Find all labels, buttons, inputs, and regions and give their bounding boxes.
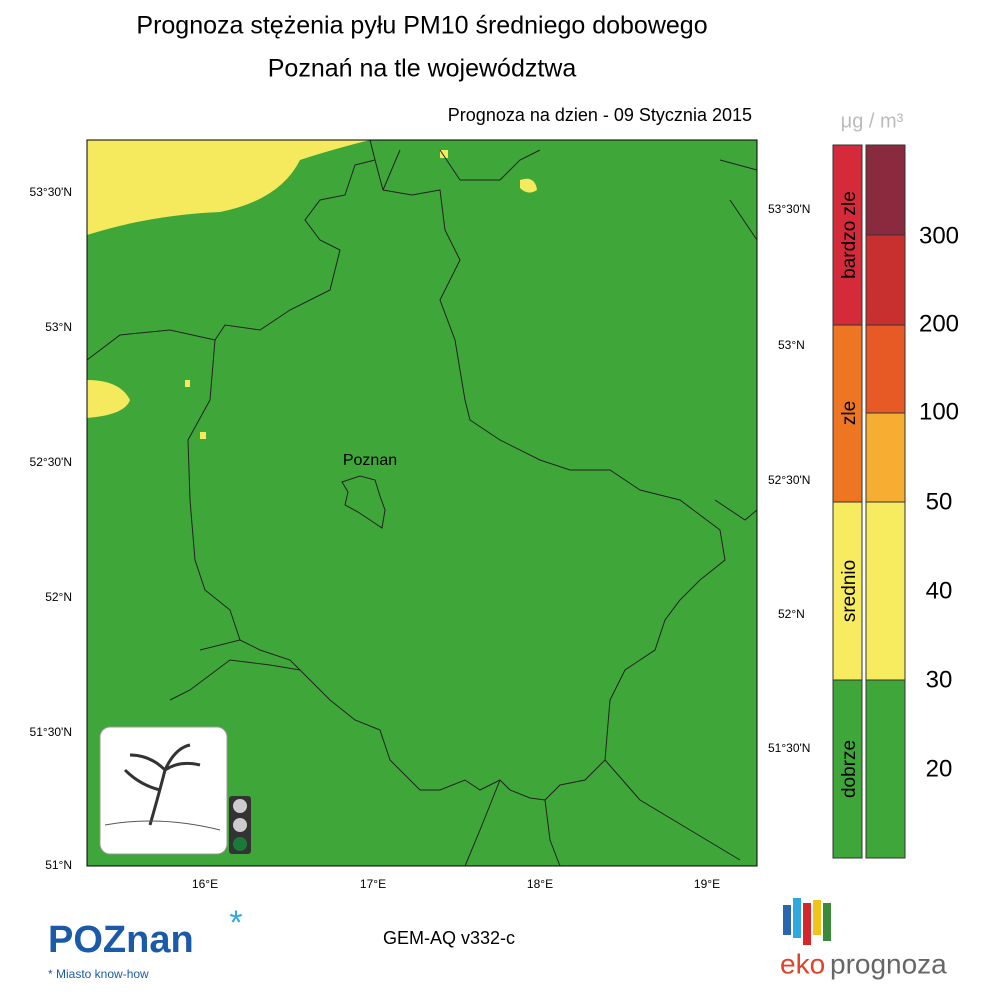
- scale-label: 100: [919, 398, 959, 425]
- lat-label: 52°30'N: [30, 455, 72, 469]
- lat-label: 53°30'N: [768, 202, 810, 216]
- light: [233, 837, 247, 851]
- forecast-date: Prognoza na dzien - 09 Stycznia 2015: [448, 105, 752, 125]
- lat-label: 52°30'N: [768, 473, 810, 487]
- lat-label: 53°N: [45, 320, 72, 334]
- lon-label: 18°E: [527, 877, 553, 891]
- lat-label: 51°N: [45, 858, 72, 872]
- unit-label: μg / m³: [841, 110, 904, 132]
- scale-band: [866, 235, 905, 325]
- subtitle: Poznań na tle województwa: [268, 55, 577, 83]
- scale-band: [866, 502, 905, 680]
- lat-label: 52°N: [778, 607, 805, 621]
- lon-label: 17°E: [360, 877, 386, 891]
- scale-label: 30: [926, 666, 953, 693]
- scale-label: 20: [926, 755, 953, 782]
- lat-labels-left: 53°30'N 53°N 52°30'N 52°N 51°30'N 51°N: [30, 185, 72, 872]
- lon-labels: 16°E 17°E 18°E 19°E: [192, 877, 720, 891]
- logo-right-bars: [783, 898, 831, 945]
- scale-band: [866, 325, 905, 413]
- lat-label: 51°30'N: [768, 741, 810, 755]
- scale-band: [866, 145, 905, 235]
- map-page: Prognoza stężenia pyłu PM10 średniego do…: [0, 0, 1000, 1000]
- scale-label: 300: [919, 222, 959, 249]
- scale-band: [866, 413, 905, 502]
- lat-label: 51°30'N: [30, 725, 72, 739]
- logo-right-prognoza: prognoza: [830, 948, 947, 979]
- lat-label: 53°N: [778, 338, 805, 352]
- logo-asterisk: *: [229, 904, 242, 942]
- category-label: zle: [839, 401, 860, 425]
- scale-label: 200: [919, 310, 959, 337]
- lat-label: 52°N: [45, 590, 72, 604]
- city-label: Poznan: [343, 452, 397, 469]
- lon-label: 19°E: [694, 877, 720, 891]
- title: Prognoza stężenia pyłu PM10 średniego do…: [136, 12, 707, 40]
- light: [233, 818, 247, 832]
- category-label: dobrze: [839, 740, 860, 798]
- light: [233, 799, 247, 813]
- page: Prognoza stężenia pyłu PM10 średniego do…: [0, 0, 1000, 1000]
- lat-label: 53°30'N: [30, 185, 72, 199]
- lat-labels-right: 53°30'N 53°N 52°30'N 52°N 51°30'N: [768, 202, 810, 755]
- category-label: srednio: [839, 560, 860, 622]
- icon-frame: [100, 727, 227, 854]
- tagline-asterisk: *: [48, 967, 53, 981]
- logo-right-eko: eko: [780, 948, 825, 979]
- scale-label: 40: [926, 577, 953, 604]
- scale-label: 50: [926, 488, 953, 515]
- category-label: bardzo zle: [839, 191, 860, 279]
- logo-left: POZnan: [48, 919, 194, 961]
- model-label: GEM-AQ v332-c: [383, 928, 515, 948]
- scale-band: [866, 680, 905, 858]
- legend: μg / m³ bardzo zle zle srednio dobrze 30…: [833, 110, 959, 858]
- tagline: Miasto know-how: [56, 967, 149, 981]
- lon-label: 16°E: [192, 877, 218, 891]
